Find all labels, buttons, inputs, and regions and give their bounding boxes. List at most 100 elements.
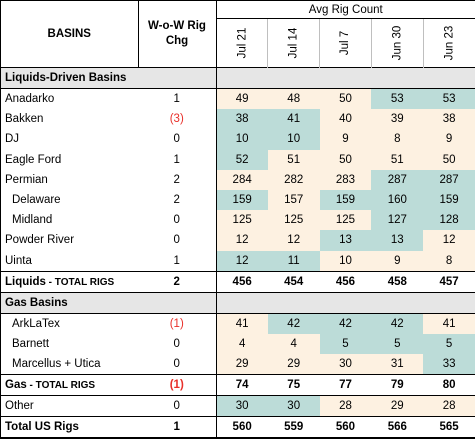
- date-header-label: Jul 21: [235, 27, 248, 59]
- rig-count-value: 42: [319, 313, 372, 334]
- rig-count-value: 159: [423, 189, 475, 211]
- rig-count-value: 30: [216, 395, 268, 417]
- rig-count-value: 29: [216, 354, 268, 375]
- wow-change-value: 0: [138, 210, 217, 231]
- rig-count-value: 41: [267, 109, 320, 130]
- rig-count-value: 458: [371, 270, 424, 293]
- rig-count-value: 456: [216, 270, 268, 293]
- rig-count-value: 559: [267, 416, 320, 439]
- rig-count-value: 10: [216, 129, 268, 150]
- rig-count-value: 9: [319, 129, 372, 150]
- rig-count-value: 125: [267, 210, 320, 231]
- wow-change-value: 0: [138, 354, 217, 375]
- rig-count-value: 41: [216, 313, 268, 334]
- basin-name: Powder River: [5, 234, 75, 247]
- basins-header: BASINS: [1, 1, 139, 68]
- wow-change-value: (1): [138, 374, 217, 397]
- rig-count-value: 9: [423, 129, 475, 150]
- basin-name: Anadarko: [5, 93, 55, 106]
- total-label: Liquids - TOTAL RIGS: [1, 270, 138, 293]
- rig-count-value: 12: [216, 230, 268, 251]
- rig-count-value: 40: [319, 109, 372, 130]
- rig-count-value: 39: [371, 109, 424, 130]
- basin-row: Barnett 0 4 4 5 5 5: [1, 333, 475, 355]
- date-header: Jul 21: [216, 19, 268, 68]
- total-label-suffix: - TOTAL RIGS: [26, 380, 96, 392]
- rig-count-value: 38: [423, 109, 475, 130]
- rig-count-value: 127: [371, 210, 424, 231]
- rig-count-value: 28: [423, 395, 475, 417]
- rig-count-value: 159: [319, 189, 372, 211]
- rig-count-value: 284: [216, 169, 268, 190]
- total-label-suffix: - TOTAL RIGS: [45, 276, 115, 288]
- rig-count-value: 50: [319, 149, 372, 170]
- wow-change-value: 1: [138, 250, 217, 272]
- rig-count-value: 287: [423, 169, 475, 190]
- basin-row: Anadarko 1 49 48 50 53 53: [1, 88, 475, 110]
- total-row: Gas - TOTAL RIGS (1) 74 75 77 79 80: [1, 374, 475, 397]
- rig-count-value: 42: [371, 313, 424, 334]
- basin-row: DJ 0 10 10 9 8 9: [1, 129, 475, 150]
- rig-count-value: 566: [371, 416, 424, 439]
- rig-count-value: 13: [371, 230, 424, 251]
- date-header: Jul 7: [319, 18, 372, 68]
- total-label-main: Total US Rigs: [5, 421, 79, 434]
- rig-count-value: 29: [267, 354, 320, 375]
- rig-count-value: 51: [371, 149, 424, 170]
- basin-name: Bakken: [5, 113, 44, 126]
- section-title: Gas Basins: [1, 291, 138, 314]
- section-row: Liquids-Driven Basins: [1, 67, 475, 89]
- rig-count-value: 75: [267, 374, 320, 397]
- rig-count-value: 12: [216, 250, 268, 272]
- basin-row: Powder River 0 12 12 13 13 12: [1, 230, 475, 251]
- basin-name: Other: [5, 400, 34, 413]
- rig-count-value: 283: [319, 169, 372, 190]
- section-spacer: [216, 291, 475, 314]
- wow-change-value: 1: [138, 149, 217, 170]
- basin-row: Eagle Ford 1 52 51 50 51 50: [1, 149, 475, 170]
- rig-count-value: 456: [319, 270, 372, 293]
- date-header-label: Jul 14: [287, 27, 300, 59]
- wow-change-value: 2: [138, 169, 217, 190]
- wow-change-value: (1): [138, 313, 217, 334]
- rig-count-value: 52: [216, 149, 268, 170]
- rig-count-value: 5: [319, 333, 372, 355]
- section-spacer: [216, 67, 475, 89]
- avg-rig-count-header: Avg Rig Count: [216, 1, 475, 19]
- rig-count-value: 11: [267, 250, 320, 272]
- rig-count-value: 8: [371, 129, 424, 150]
- basin-row: ArkLaTex (1) 41 42 42 42 41: [1, 313, 475, 334]
- rig-count-value: 159: [216, 189, 268, 211]
- basin-row: Permian 2 284 282 283 287 287: [1, 169, 475, 190]
- rig-count-value: 128: [423, 210, 475, 231]
- rig-count-value: 12: [423, 230, 475, 251]
- section-spacer: [138, 291, 217, 314]
- rig-count-value: 157: [267, 189, 320, 211]
- rig-count-value: 457: [423, 270, 475, 293]
- rig-count-value: 33: [423, 354, 475, 375]
- rig-count-value: 5: [371, 333, 424, 355]
- rig-count-value: 50: [423, 149, 475, 170]
- rig-count-value: 282: [267, 169, 320, 190]
- basin-row: Other 0 30 30 28 29 28: [1, 395, 475, 417]
- basin-name: Delaware: [12, 194, 61, 207]
- total-label-main: Liquids: [5, 275, 46, 288]
- rig-count-value: 125: [319, 210, 372, 231]
- total-label: Gas - TOTAL RIGS: [1, 374, 138, 397]
- wow-change-value: 0: [138, 230, 217, 251]
- rig-count-value: 28: [319, 395, 372, 417]
- basin-row: Midland 0 125 125 125 127 128: [1, 210, 475, 231]
- basin-name: Midland: [12, 214, 53, 227]
- rig-count-value: 8: [423, 250, 475, 272]
- rig-count-value: 77: [319, 374, 372, 397]
- rig-count-value: 10: [319, 250, 372, 272]
- date-header-row: Jul 21 Jul 14 Jul 7 Jun 30 Jun 23: [1, 18, 475, 68]
- rig-count-value: 4: [267, 333, 320, 355]
- wow-header-line1: W-o-W Rig: [148, 20, 206, 32]
- rig-count-value: 30: [319, 354, 372, 375]
- rig-count-value: 29: [371, 395, 424, 417]
- basin-row: Marcellus + Utica 0 29 29 30 31 33: [1, 354, 475, 375]
- date-header: Jun 30: [370, 18, 424, 68]
- section-row: Gas Basins: [1, 291, 475, 314]
